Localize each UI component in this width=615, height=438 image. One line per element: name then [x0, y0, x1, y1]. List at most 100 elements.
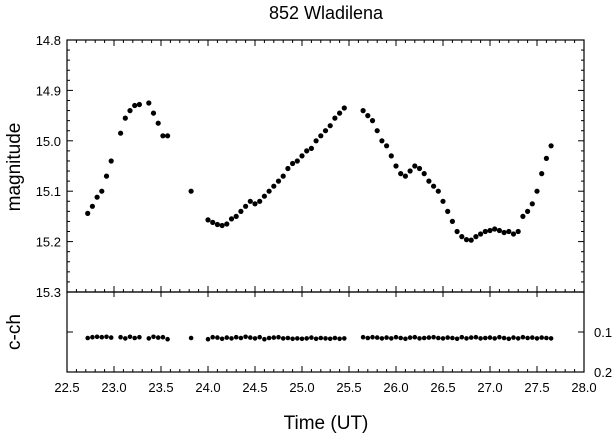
c-ch-point — [374, 335, 380, 340]
residual-plot-frame — [66, 291, 585, 373]
c-ch-point — [257, 334, 263, 340]
c-ch-point — [290, 336, 295, 342]
magnitude-point — [478, 231, 484, 237]
x-tick-label: 25.5 — [336, 380, 361, 395]
magnitude-point — [492, 226, 498, 232]
y-tick-label: 15.2 — [36, 235, 61, 250]
y-tick-label: 15.0 — [36, 134, 61, 149]
magnitude-point — [388, 153, 394, 159]
y-tick-label: 14.8 — [36, 33, 61, 48]
c-ch-point — [123, 336, 128, 341]
c-ch-tick-label: 0.2 — [594, 365, 612, 380]
x-tick-label: 27.5 — [524, 380, 549, 395]
magnitude-point — [290, 160, 296, 167]
y-axis-label-c-ch: c-ch — [4, 314, 25, 350]
magnitude-point — [155, 120, 161, 126]
magnitude-point — [327, 123, 333, 129]
magnitude-point — [89, 203, 95, 209]
c-ch-point — [165, 336, 170, 342]
magnitude-point — [360, 108, 366, 114]
c-ch-point — [205, 336, 211, 342]
c-ch-point — [188, 335, 194, 341]
magnitude-point — [454, 228, 460, 235]
x-axis-ticks: 22.5 23.0 23.5 24.0 24.5 25.0 25.5 26.0 26.5 27.0… — [54, 40, 597, 395]
magnitude-point — [398, 171, 404, 177]
magnitude-point — [426, 178, 432, 184]
c-ch-point — [454, 336, 460, 342]
c-ch-point — [210, 334, 215, 340]
magnitude-point — [233, 213, 239, 219]
magnitude-point — [247, 198, 253, 204]
c-ch-point — [403, 336, 408, 342]
magnitude-point — [510, 231, 517, 237]
c-ch-point — [323, 336, 328, 341]
c-ch-point — [384, 335, 389, 340]
x-tick-label: 25.0 — [289, 380, 314, 395]
c-ch-point — [389, 336, 394, 341]
y-tick-label: 14.9 — [36, 83, 61, 98]
c-ch-point — [151, 334, 156, 340]
magnitude-point — [219, 222, 225, 229]
magnitude-point — [506, 228, 512, 235]
magnitude-point — [132, 102, 138, 109]
magnitude-point — [421, 171, 427, 177]
c-ch-point — [544, 335, 549, 341]
magnitude-point — [257, 198, 263, 204]
magnitude-point — [127, 108, 133, 114]
main-plot-frame — [66, 39, 585, 293]
c-ch-point — [440, 336, 446, 341]
magnitude-point — [445, 208, 451, 214]
y-axis-label-magnitude: magnitude — [4, 123, 25, 212]
c-ch-point — [459, 334, 465, 340]
x-tick-label: 28.0 — [571, 380, 596, 395]
magnitude-point — [459, 234, 465, 240]
c-ch-point — [238, 335, 244, 341]
c-ch-point — [450, 335, 455, 341]
c-ch-point — [525, 335, 530, 341]
magnitude-point — [118, 130, 124, 136]
c-ch-point — [285, 335, 291, 341]
magnitude-point — [501, 229, 507, 236]
magnitude-point — [332, 115, 338, 121]
magnitude-point — [228, 216, 235, 222]
magnitude-point — [304, 148, 310, 154]
magnitude-point — [449, 218, 455, 224]
magnitude-point — [416, 165, 423, 172]
c-ch-point — [492, 336, 498, 341]
c-ch-point — [417, 336, 422, 341]
c-ch-point — [219, 336, 225, 342]
c-ch-point — [548, 336, 554, 341]
c-ch-point — [215, 335, 220, 340]
magnitude-point — [369, 118, 376, 124]
c-ch-point — [478, 336, 483, 341]
magnitude-point — [520, 213, 526, 219]
x-tick-label: 23.0 — [101, 380, 126, 395]
c-ch-point — [412, 334, 418, 340]
magnitude-point — [108, 158, 114, 164]
magnitude-point — [238, 208, 244, 214]
magnitude-point — [337, 110, 343, 116]
c-ch-point — [229, 336, 234, 341]
c-ch-point — [497, 334, 502, 340]
c-ch-point — [318, 335, 324, 341]
c-ch-point — [108, 335, 114, 340]
magnitude-point — [341, 105, 347, 111]
c-ch-point — [487, 335, 493, 340]
magnitude-point — [539, 171, 545, 177]
c-ch-point — [360, 334, 366, 340]
c-ch-point — [431, 334, 436, 340]
c-ch-point — [421, 335, 427, 341]
c-ch-point — [243, 334, 248, 340]
c-ch-point — [85, 335, 90, 341]
c-ch-point — [137, 334, 142, 340]
magnitude-point — [440, 198, 446, 204]
magnitude-point — [534, 188, 540, 194]
c-ch-point — [365, 335, 371, 341]
c-ch-point — [94, 334, 100, 340]
y-tick-label: 15.1 — [36, 184, 61, 199]
c-ch-point — [473, 334, 479, 340]
magnitude-point — [468, 237, 474, 243]
c-ch-point — [332, 335, 338, 341]
magnitude-point — [160, 133, 166, 139]
x-tick-label: 27.0 — [477, 380, 502, 395]
